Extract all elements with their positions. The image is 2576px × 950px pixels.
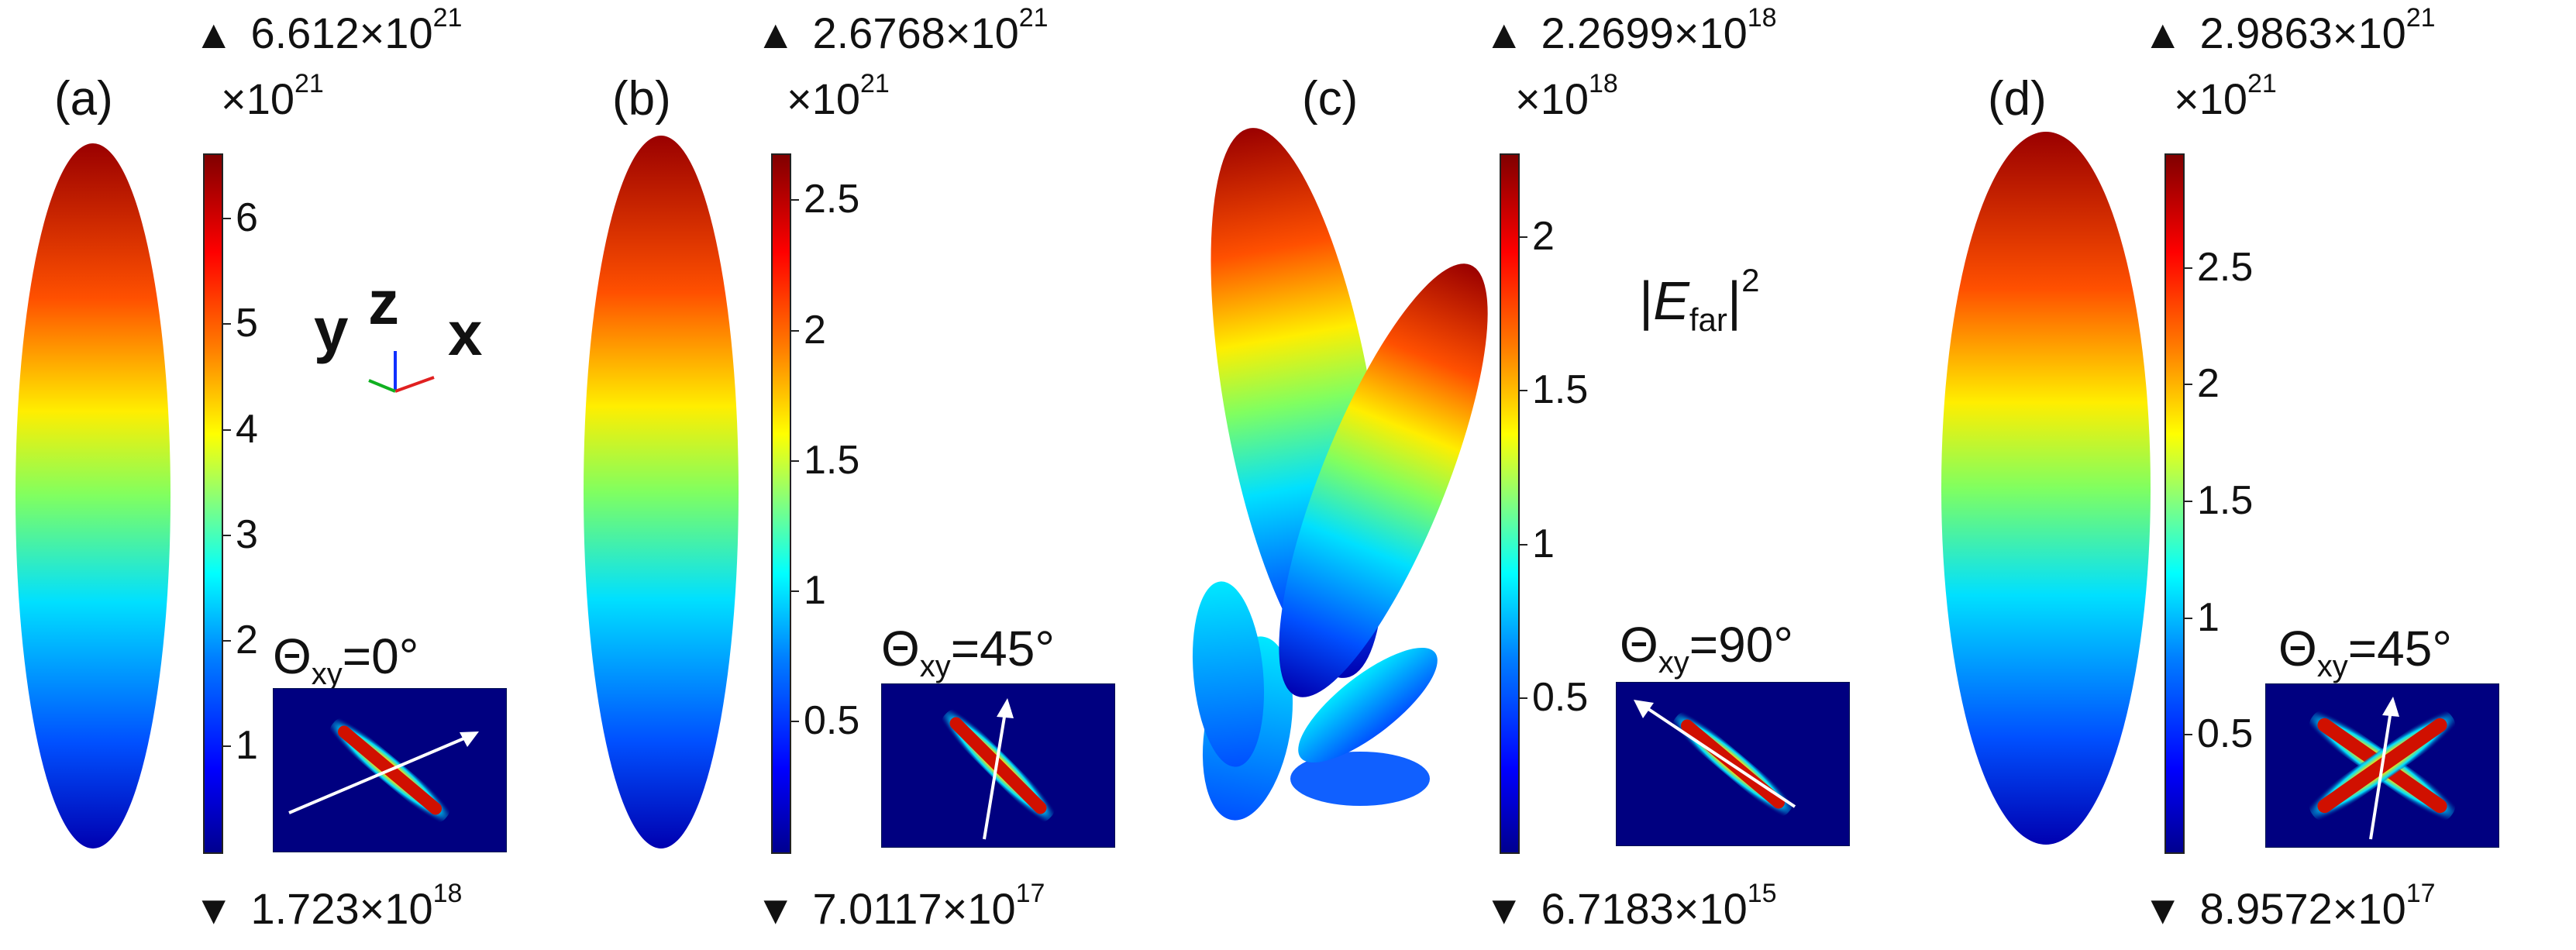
nearfield-inset xyxy=(881,683,1115,848)
nearfield-inset xyxy=(1616,682,1850,846)
colorbar-tick-label: 2.5 xyxy=(790,177,860,222)
colorbar-min: ▼ 7.0117×1017 xyxy=(756,879,1045,933)
colorbar-tick-label: 4 xyxy=(223,406,258,452)
colorbar-multiplier: ×1021 xyxy=(221,69,324,123)
colorbar-tick-label: 3 xyxy=(223,511,258,557)
colorbar xyxy=(1500,153,1520,854)
radiation-lobe xyxy=(1941,132,2151,845)
colorbar-ticks: 0.5 1 1.5 2 2.5 xyxy=(790,153,897,851)
colorbar-multiplier: ×1018 xyxy=(1515,69,1618,123)
colorbar xyxy=(771,153,791,854)
colorbar-ticks: 0.5 1 1.5 2 2.5 xyxy=(2184,153,2290,851)
colorbar-tick-label: 2.5 xyxy=(2184,244,2254,290)
triangle-down-icon: ▼ xyxy=(194,888,234,933)
colorbar-min: ▼ 8.9572×1017 xyxy=(2143,879,2436,933)
panel-b: (b) ▲ 2.6768×1021 ×1021 0.5 1 1.5 2 2.5 Θxy=4… xyxy=(562,0,1205,950)
colorbar-tick-label: 1 xyxy=(1520,521,1555,566)
nearfield-inset xyxy=(2265,683,2499,848)
nearfield-map xyxy=(1634,700,1796,817)
colorbar-multiplier: ×1021 xyxy=(2174,69,2277,123)
z-axis-label: z xyxy=(368,268,399,337)
colorbar-tick-label: 1 xyxy=(791,567,826,613)
theta-label: Θxy=0° xyxy=(273,628,419,691)
triangle-down-icon: ▼ xyxy=(756,888,796,933)
nearfield-map xyxy=(2309,697,2456,840)
panel-c: (c) ▲ 2.2699×1018 ×1018 0.5 1 1.5 2 |Efar|2 … xyxy=(1174,0,1872,950)
quantity-label: |Efar|2 xyxy=(1639,262,1760,339)
colorbar-max: ▲ 2.2699×1018 xyxy=(1484,3,1777,57)
colorbar-min: ▼ 6.7183×1015 xyxy=(1484,879,1777,933)
colorbar-multiplier: ×1021 xyxy=(787,69,890,123)
nearfield-map xyxy=(942,698,1055,840)
panel-label: (d) xyxy=(1988,72,2047,126)
colorbar-tick-label: 2 xyxy=(223,617,258,663)
triangle-down-icon: ▼ xyxy=(1484,888,1524,933)
panel-d: (d) ▲ 2.9863×1021 ×1021 0.5 1 1.5 2 2.5 Θxy=4… xyxy=(1934,0,2576,950)
theta-label: Θxy=45° xyxy=(881,621,1055,683)
theta-label: Θxy=45° xyxy=(2278,621,2452,683)
axis-triad-icon xyxy=(368,351,435,393)
axis-triad: y xyxy=(314,294,349,366)
colorbar-tick-label: 1.5 xyxy=(1519,367,1589,413)
triangle-up-icon: ▲ xyxy=(2143,12,2183,57)
colorbar-tick-label: 5 xyxy=(223,301,258,346)
x-axis-label: x xyxy=(448,299,483,368)
colorbar-max: ▲ 2.9863×1021 xyxy=(2143,3,2436,57)
y-axis-label: y xyxy=(314,295,349,364)
colorbar-tick-label: 0.5 xyxy=(790,697,860,743)
theta-label: Θxy=90° xyxy=(1620,617,1793,680)
nearfield-map xyxy=(288,718,479,823)
panel-a: (a) ▲ 6.612×1021 ×1021 1 2 3 4 5 6 y z x Θxy=0… xyxy=(0,0,643,950)
colorbar-tick-label: 2 xyxy=(2185,361,2220,407)
radiation-lobe xyxy=(584,136,739,848)
colorbar-tick-label: 1.5 xyxy=(790,437,860,483)
colorbar xyxy=(2164,153,2185,854)
colorbar-ticks: 1 2 3 4 5 6 xyxy=(223,153,329,851)
colorbar-tick-label: 1 xyxy=(2185,594,2220,640)
colorbar-max: ▲ 6.612×1021 xyxy=(194,3,463,57)
colorbar-max: ▲ 2.6768×1021 xyxy=(756,3,1049,57)
radiation-lobe xyxy=(15,143,170,848)
triangle-down-icon: ▼ xyxy=(2143,888,2183,933)
nearfield-inset xyxy=(273,688,507,852)
triangle-up-icon: ▲ xyxy=(194,12,234,57)
panel-label: (b) xyxy=(612,72,671,126)
colorbar-tick-label: 2 xyxy=(1520,214,1555,259)
colorbar-tick-label: 1.5 xyxy=(2184,477,2254,523)
colorbar-tick-label: 0.5 xyxy=(2184,711,2254,757)
radiation-lobes xyxy=(1192,128,1488,821)
colorbar-min: ▼ 1.723×1018 xyxy=(194,879,463,933)
colorbar xyxy=(203,153,223,854)
panel-label: (a) xyxy=(54,72,113,126)
colorbar-ticks: 0.5 1 1.5 2 xyxy=(1519,153,1625,851)
colorbar-tick-label: 1 xyxy=(223,722,258,768)
panel-label: (c) xyxy=(1302,72,1359,126)
colorbar-tick-label: 2 xyxy=(791,307,826,353)
colorbar-tick-label: 6 xyxy=(223,195,258,241)
colorbar-tick-label: 0.5 xyxy=(1519,674,1589,720)
triangle-up-icon: ▲ xyxy=(756,12,796,57)
triangle-up-icon: ▲ xyxy=(1484,12,1524,57)
